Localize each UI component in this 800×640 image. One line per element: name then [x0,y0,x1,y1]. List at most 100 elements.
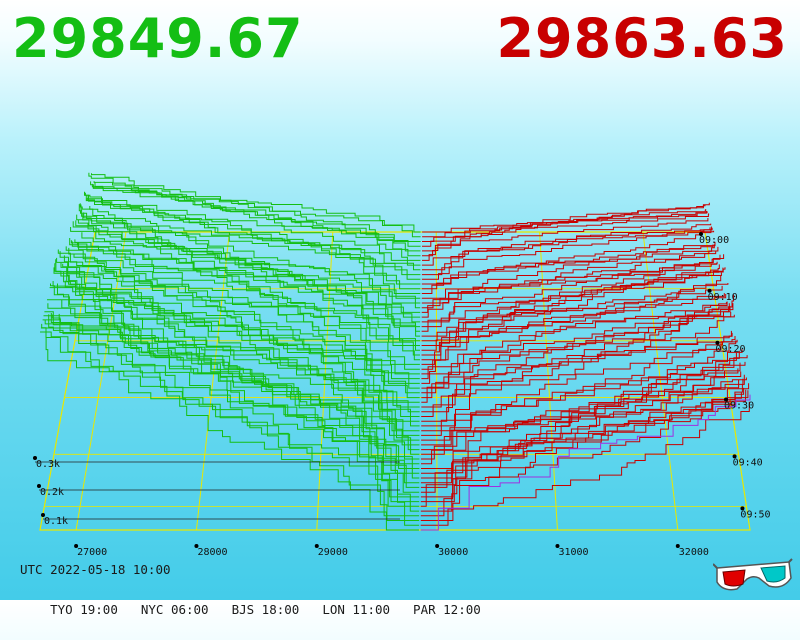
ask-depth-line [421,302,727,375]
ask-depth-line [421,261,718,313]
bid-depth-line [49,287,420,479]
depth-tick-label: 0.1k [44,516,68,527]
bid-depth-series [40,172,421,531]
ask-depth-line [421,339,738,446]
timezone-row: TYO 19:00 NYC 06:00 BJS 18:00 LON 11:00 PAR … [20,580,504,640]
ask-depth-line [421,241,716,299]
ask-depth-line [420,349,743,479]
price-tick-label: 31000 [558,547,588,558]
bid-depth-line [84,191,421,290]
ask-depth-line [420,383,750,521]
price-tick-label: 30000 [438,547,468,558]
ask-depth-line [421,275,722,337]
bid-depth-line [51,314,420,465]
bid-depth-line [45,337,420,498]
bid-depth-line [57,249,420,432]
axes: 0.3k 0.2k 0.1k 27000 28000 29000 30000 31000 320… [33,232,771,558]
ask-depth-line [422,218,709,252]
ask-price: 29863.63 [496,7,788,70]
ask-depth-line [422,213,710,257]
ask-depth-line [421,303,730,394]
grid-line [195,231,230,531]
time-tick-label: 09:30 [724,401,754,412]
ask-depth-line [421,244,715,294]
ask-depth-line [420,374,745,493]
bid-depth-line [75,220,421,337]
bid-depth-line [91,173,421,252]
bid-depth-line [69,238,420,370]
ask-depth-line [421,303,734,417]
time-tick-marker [724,397,728,402]
ask-depth-line [421,251,717,304]
bid-depth-line [73,254,420,346]
bid-depth-line [83,212,421,294]
timezone-tyo: TYO 19:00 [50,602,118,617]
ask-depth-line [420,355,748,512]
bid-depth-line [50,313,420,469]
bid-depth-line [53,267,420,455]
time-tick-marker [715,340,720,345]
ask-depth-line [421,294,727,370]
bid-depth-line [89,206,421,261]
depth-tick-marker [41,513,45,517]
bid-price: 29849.67 [12,7,304,70]
time-tick-marker [707,288,712,293]
ask-depth-line [421,306,730,389]
bid-depth-line [70,240,420,361]
bid-depth-line [72,221,420,351]
bid-depth-line [55,259,420,446]
order-book-depth-chart: 0.3k 0.2k 0.1k 27000 28000 29000 30000 31000 320… [33,172,771,558]
ask-depth-line [421,254,725,356]
price-tick-marker [555,544,560,548]
bid-depth-line [78,204,421,318]
bid-depth-line [85,195,421,280]
grid-line [539,231,558,531]
ask-depth-line [420,361,746,498]
price-tick-marker [194,544,199,548]
bid-depth-line [40,331,419,531]
depth-tick-marker [33,456,37,460]
grid-line [316,231,334,531]
ask-depth-line [421,230,715,290]
ask-depth-line [421,283,729,384]
ask-depth-line [421,267,726,365]
ask-depth-line [421,226,712,276]
bid-depth-line [77,219,421,323]
ask-depth-line [421,267,724,351]
bid-depth-line [80,204,421,309]
time-tick-label: 09:50 [740,509,770,520]
timezone-nyc: NYC 06:00 [140,602,209,617]
price-tick-label: 27000 [77,547,107,558]
bid-depth-line [94,182,421,233]
bid-depth-line [65,246,420,389]
bid-depth-line [58,313,420,427]
price-tick-marker [435,544,440,548]
ask-depth-line [420,401,750,526]
bid-depth-line [86,198,421,276]
bid-depth-line [70,227,420,365]
ask-depth-line [421,330,732,408]
price-tick-marker [74,544,79,548]
depth-tick-label: 0.2k [40,487,64,498]
grid-line [435,231,438,531]
3d-glasses-icon[interactable] [713,558,793,594]
timezone-par: PAR 12:00 [413,602,481,617]
price-tick-marker [314,544,319,548]
ask-depth-line [421,301,728,380]
bid-depth-line [92,186,421,242]
bid-depth-line [60,262,420,417]
ask-depth-line [420,394,751,531]
ask-depth-line [421,264,720,328]
ask-depth-line [421,263,717,309]
time-tick-marker [732,454,737,459]
depth-tick-label: 0.3k [36,459,60,470]
bid-depth-line [76,214,421,332]
bid-depth-line [43,315,420,512]
bid-depth-line [68,247,420,375]
bid-depth-line [63,255,420,399]
ask-depth-line [421,244,714,285]
time-tick-label: 09:20 [715,344,745,355]
depth-tick-marker [37,484,41,488]
ask-depth-line [422,202,710,261]
timezone-bjs: BJS 18:00 [231,602,300,617]
